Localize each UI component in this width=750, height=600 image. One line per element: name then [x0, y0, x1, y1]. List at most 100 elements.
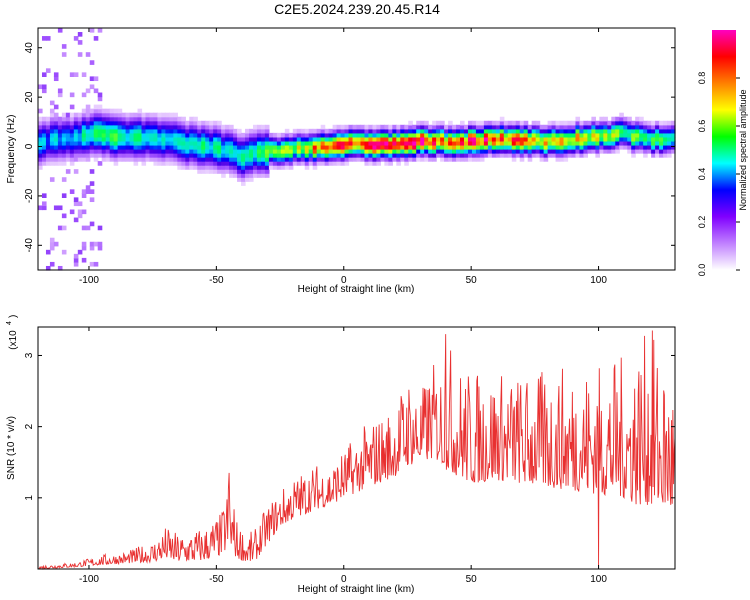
heatmap-cell [57, 136, 63, 142]
heatmap-cell [507, 149, 513, 154]
heatmap-cell [436, 153, 441, 158]
heatmap-cell [471, 157, 477, 162]
heatmap-cell [141, 157, 147, 162]
heatmap-cell [109, 120, 115, 126]
heatmap-cell [41, 205, 47, 211]
heatmap-cell [197, 161, 202, 166]
heatmap-cell [396, 128, 401, 134]
heatmap-cell [392, 144, 397, 150]
heatmap-cell [260, 149, 266, 154]
heatmap-cell [133, 116, 139, 122]
heatmap-cell [368, 161, 374, 166]
heatmap-cell [81, 245, 87, 251]
heatmap-cell [587, 140, 592, 146]
heatmap-cell [245, 132, 250, 138]
heatmap-cell [193, 136, 198, 142]
heatmap-cell [252, 165, 258, 170]
heatmap-cell [81, 157, 87, 162]
heatmap-cell [388, 144, 393, 150]
heatmap-cell [41, 161, 47, 166]
heatmap-cell [611, 132, 616, 138]
heatmap-cell [495, 153, 501, 158]
heatmap-cell [85, 108, 91, 114]
heatmap-cell [213, 161, 218, 166]
heatmap-cell [93, 241, 99, 247]
heatmap-cell [85, 112, 91, 118]
heatmap-cell [368, 157, 374, 162]
heatmap-cell [161, 149, 166, 154]
heatmap-cell [89, 128, 95, 134]
heatmap-cell [452, 153, 457, 158]
heatmap-cell [535, 120, 541, 126]
heatmap-cell [161, 140, 166, 146]
heatmap-cell [392, 132, 397, 138]
heatmap-cell [324, 144, 330, 150]
heatmap-cell [360, 140, 366, 146]
heatmap-cell [169, 149, 174, 154]
heatmap-cell [113, 116, 119, 122]
heatmap-cell [320, 124, 326, 130]
heatmap-cell [241, 136, 246, 142]
heatmap-cell [61, 225, 67, 231]
heatmap-cell [547, 128, 553, 134]
heatmap-cell [169, 120, 174, 126]
heatmap-cell [89, 261, 95, 267]
heatmap-cell [213, 165, 218, 170]
heatmap-cell [551, 132, 557, 138]
heatmap-cell [376, 144, 381, 150]
heatmap-cell [420, 124, 425, 130]
heatmap-cell [591, 144, 596, 150]
heatmap-cell [73, 132, 79, 138]
heatmap-cell [252, 140, 258, 146]
heatmap-cell [384, 128, 389, 134]
heatmap-cell [388, 161, 393, 166]
heatmap-cell [97, 124, 103, 130]
heatmap-cell [619, 144, 624, 150]
heatmap-cell [607, 128, 612, 134]
x-tick-label: 50 [466, 574, 478, 585]
heatmap-cell [631, 149, 636, 154]
heatmap-cell [332, 136, 338, 142]
heatmap-cell [276, 140, 282, 146]
heatmap-cell [61, 153, 67, 158]
heatmap-cell [85, 225, 91, 231]
heatmap-cell [264, 165, 270, 170]
heatmap-cell [643, 124, 648, 130]
heatmap-cell [276, 136, 282, 142]
heatmap-cell [348, 153, 354, 158]
heatmap-cell [73, 197, 79, 203]
heatmap-cell [69, 132, 75, 138]
heatmap-cell [448, 153, 453, 158]
heatmap-cell [416, 124, 421, 130]
heatmap-cell [515, 124, 521, 130]
heatmap-cell [105, 112, 111, 118]
x-tick-label: -100 [79, 574, 99, 585]
heatmap-cell [65, 153, 71, 158]
heatmap-cell [495, 120, 501, 126]
heatmap-cell [376, 140, 381, 146]
heatmap-cell [479, 124, 485, 130]
heatmap-cell [471, 149, 477, 154]
heatmap-cell [639, 128, 644, 134]
heatmap-cell [57, 128, 63, 134]
heatmap-cell [233, 153, 238, 158]
heatmap-cell [221, 149, 226, 154]
heatmap-cell [69, 112, 75, 118]
heatmap-cell [336, 157, 342, 162]
heatmap-cell [61, 161, 67, 166]
heatmap-cell [340, 161, 346, 166]
x-tick-label: 100 [590, 275, 607, 286]
snr-line [37, 330, 676, 571]
heatmap-cell [575, 149, 581, 154]
heatmap-cell [201, 144, 206, 150]
heatmap-cell [424, 124, 429, 130]
heatmap-cell [69, 157, 75, 162]
heatmap-cell [73, 112, 79, 118]
heatmap-cell [408, 149, 413, 154]
heatmap-cell [360, 153, 366, 158]
heatmap-cell [304, 157, 310, 162]
heatmap-cell [260, 161, 266, 166]
heatmap-cell [511, 144, 517, 150]
heatmap-cell [77, 201, 83, 207]
